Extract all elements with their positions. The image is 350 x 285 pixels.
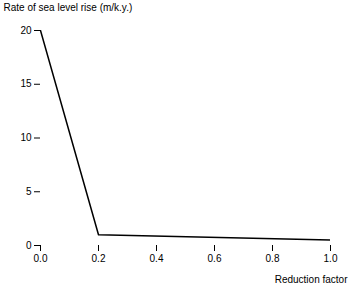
svg-text:20: 20 [20,25,32,36]
svg-text:Reduction factor: Reduction factor [275,274,348,285]
svg-text:1.0: 1.0 [324,253,338,264]
svg-text:10: 10 [20,132,32,143]
svg-text:15: 15 [20,78,32,89]
svg-text:0.6: 0.6 [208,253,222,264]
svg-text:0.8: 0.8 [266,253,280,264]
svg-text:0.2: 0.2 [92,253,106,264]
svg-text:0.0: 0.0 [34,253,48,264]
svg-text:0.4: 0.4 [150,253,164,264]
svg-text:5: 5 [26,186,32,197]
svg-text:Rate of sea level rise (m/k.y.: Rate of sea level rise (m/k.y.) [4,2,133,13]
svg-text:0: 0 [26,240,32,251]
